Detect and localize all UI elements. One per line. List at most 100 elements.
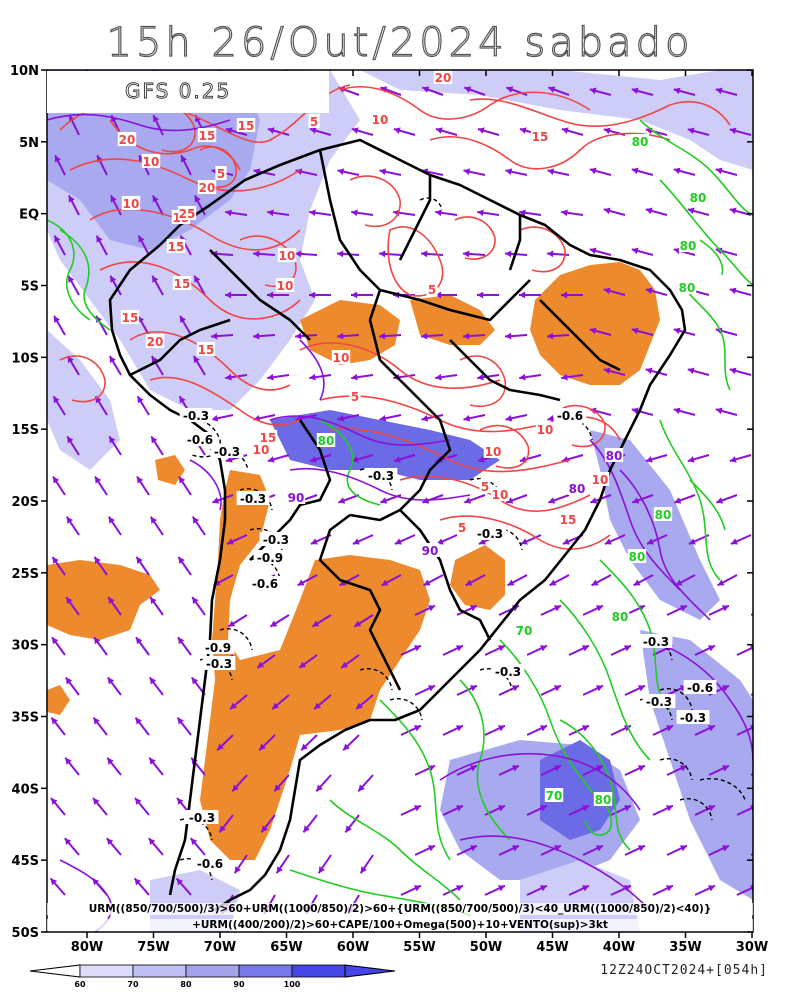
svg-text:5: 5 (428, 283, 436, 297)
omega-label: -0.3 (639, 634, 673, 649)
wind-arrow (149, 516, 164, 536)
urm-low-label: 80 (653, 507, 673, 522)
colorbar-segment (291, 964, 346, 978)
lat-label: 15S (12, 423, 39, 438)
wind-arrow (694, 804, 716, 816)
cape-label: 15 (196, 342, 216, 357)
omega-label: -0.6 (683, 680, 717, 695)
wind-arrow (547, 494, 570, 504)
svg-text:-0.3: -0.3 (680, 711, 706, 725)
urm-low-label: 80 (677, 280, 697, 295)
wind-arrow (589, 87, 612, 96)
wind-arrow (179, 315, 192, 336)
lon-label: 40W (603, 940, 635, 955)
wind-arrow (351, 291, 373, 299)
wind-arrow (484, 884, 506, 896)
svg-text:-0.9: -0.9 (205, 641, 231, 655)
svg-text:15: 15 (238, 119, 255, 133)
wind-arrow (317, 854, 332, 874)
omega-label: -0.3 (364, 468, 398, 483)
map-caption-line1: URM((850/700/500)/3)>60+URM((1000/850)/2… (47, 903, 753, 915)
wind-arrow (463, 414, 486, 422)
wind-arrow (675, 574, 696, 587)
svg-text:10: 10 (372, 113, 389, 127)
cape-label: 10 (275, 278, 295, 293)
wind-arrow (652, 884, 674, 896)
wind-arrow (229, 694, 248, 710)
wind-arrow (180, 154, 192, 176)
wind-arrow (351, 209, 374, 217)
cape-label: 15 (558, 512, 578, 527)
wind-arrow (694, 644, 716, 656)
wind-arrow (591, 574, 612, 587)
cape-label: 10 (535, 422, 555, 437)
urm-low-label: 70 (544, 788, 564, 803)
wind-arrow (604, 534, 626, 545)
wind-arrow (64, 757, 80, 776)
longitude-axis: 80W 75W 70W 65W 60W 55W 50W 45W 40W 35W 30W (71, 70, 768, 955)
wind-arrow (582, 684, 604, 696)
wind-arrow (462, 332, 486, 340)
wind-arrow (394, 534, 416, 545)
svg-text:20: 20 (435, 71, 452, 85)
cape-label: 10 (121, 196, 141, 211)
wind-arrow (624, 844, 646, 856)
wind-arrow (561, 127, 584, 136)
wind-arrow (750, 692, 753, 696)
wind-arrow (568, 644, 590, 656)
wind-arrow (421, 86, 444, 96)
wind-arrow (231, 774, 248, 793)
wind-arrow (379, 168, 402, 176)
wind-arrow (687, 454, 710, 463)
wind-arrow (267, 127, 290, 136)
svg-text:-0.6: -0.6 (687, 681, 713, 695)
svg-text:80: 80 (629, 550, 646, 564)
wind-arrow (152, 114, 164, 136)
wind-arrow (50, 797, 66, 816)
wind-arrow (708, 844, 730, 856)
colorbar-right-arrow (344, 964, 396, 978)
svg-text:-0.6: -0.6 (252, 577, 278, 591)
wind-arrow (400, 804, 422, 816)
wind-arrow (505, 168, 528, 176)
svg-text:15: 15 (199, 129, 216, 143)
wind-arrow (51, 636, 66, 656)
omega-label: -0.3 (179, 408, 213, 423)
svg-text:5: 5 (458, 521, 466, 535)
wind-arrow (148, 676, 164, 696)
svg-text:-0.9: -0.9 (257, 551, 283, 565)
wind-arrow (673, 87, 696, 96)
wind-arrow (66, 435, 80, 456)
wind-arrow (652, 804, 674, 816)
wind-arrow (150, 355, 164, 376)
urm-low-label: 80 (688, 190, 708, 205)
svg-text:80: 80 (606, 449, 623, 463)
wind-arrow (52, 395, 66, 416)
wind-arrow (519, 373, 542, 381)
wind-arrow (442, 804, 464, 816)
svg-text:15: 15 (168, 240, 185, 254)
svg-text:-0.3: -0.3 (263, 533, 289, 547)
wind-arrow (226, 534, 248, 545)
wind-arrow (134, 797, 150, 816)
wind-arrow (505, 494, 528, 504)
lon-label: 70W (204, 940, 236, 955)
omega-area (155, 455, 185, 485)
svg-text:80: 80 (569, 482, 586, 496)
wind-arrow (267, 209, 290, 217)
wind-arrow (463, 168, 486, 176)
wind-arrow (252, 332, 276, 340)
wind-arrow (484, 644, 506, 656)
wind-arrow (151, 195, 164, 216)
wind-arrow (51, 556, 66, 576)
cape-label: 5 (308, 114, 320, 129)
cape-label: 10 (277, 248, 297, 263)
wind-arrow (715, 494, 738, 504)
svg-text:15: 15 (560, 513, 577, 527)
wind-arrow (351, 373, 374, 381)
wind-arrow (309, 373, 332, 381)
lon-label: 80W (71, 940, 103, 955)
wind-arrow (379, 414, 402, 422)
run-info: 12Z24OCT2024+[054h] (600, 963, 768, 978)
wind-arrow (52, 476, 66, 496)
